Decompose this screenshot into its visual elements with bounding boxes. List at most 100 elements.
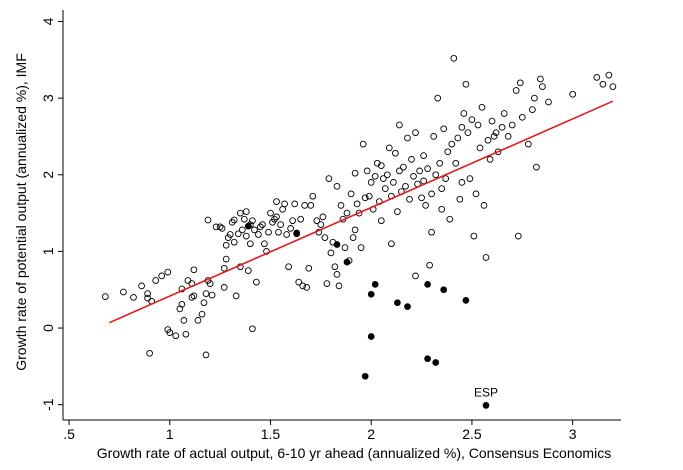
x-tick-label: 1 [166,426,174,442]
data-point [289,217,296,225]
data-point [402,182,409,190]
data-point [253,278,260,286]
data-point [236,209,244,217]
data-point [422,202,429,209]
y-tick-label: 2 [40,171,56,179]
highlighted-data-point [432,359,440,366]
data-point [474,121,482,129]
annotations: ESP [474,386,498,400]
data-point [190,292,198,300]
data-point [381,185,389,192]
data-point [416,167,423,175]
data-point [212,223,220,231]
data-point [351,226,359,234]
data-point [379,175,387,182]
data-point [390,179,397,186]
data-point [442,175,450,182]
data-point [400,163,407,171]
data-point [569,90,577,98]
data-point [492,129,500,136]
data-point [438,205,446,213]
data-point [273,213,280,221]
data-point [609,83,617,90]
fit-line-group [109,100,614,324]
data-point [261,240,268,248]
data-point [458,179,466,186]
data-point [605,71,613,79]
data-point [512,87,520,94]
x-tick-label: 3 [569,426,577,442]
y-tick-label: 3 [40,94,56,102]
data-point [172,332,180,340]
data-point [244,267,252,274]
data-point [218,225,226,232]
data-point [490,133,498,140]
highlighted-data-point [440,286,448,294]
data-point [428,190,435,198]
data-point [466,175,474,182]
x-tick-label: 2.5 [462,426,482,442]
data-point [424,165,431,172]
highlighted-data-point [482,402,490,409]
data-point [355,209,363,217]
data-point [146,349,153,357]
data-point [458,123,466,131]
data-point [484,136,492,144]
data-point [508,121,516,129]
data-point [359,140,367,148]
y-tick-label: 1 [40,247,56,255]
data-point [488,117,496,125]
data-point [321,234,329,241]
y-tick-label: -1 [40,398,56,411]
data-point [251,226,258,234]
data-point [291,200,299,208]
data-point [222,255,230,263]
data-point [514,232,522,240]
data-point [240,215,248,223]
data-point [396,121,403,129]
data-point [228,218,236,226]
data-point [333,271,341,278]
data-point [347,190,355,198]
data-point [371,172,379,180]
data-point [273,198,280,205]
data-point [299,282,307,290]
data-point [295,278,303,286]
data-point [482,254,490,261]
data-point [545,98,552,106]
data-point [190,266,198,274]
data-point [200,299,208,307]
data-point [238,226,246,234]
data-point [323,280,331,287]
data-point [599,80,607,88]
data-point [440,125,448,133]
highlighted-data-point [371,281,379,288]
highlighted-data-point [394,299,401,307]
data-point [367,179,375,186]
data-point [188,294,196,301]
data-point [287,225,294,232]
data-point [498,123,506,131]
data-point [242,208,250,215]
highlighted-data-point [404,303,411,310]
data-point [101,293,109,300]
data-point [388,240,395,248]
data-point [385,144,393,152]
data-point [180,317,188,324]
data-point [353,200,361,208]
highlighted-data-point [367,290,375,298]
data-point [476,144,484,152]
data-point [452,159,460,167]
data-point [216,223,224,231]
data-point [166,329,174,336]
data-point [220,284,228,291]
data-point [281,200,288,208]
data-point [307,202,315,209]
data-point [255,231,262,238]
data-point [178,300,186,308]
data-point [464,129,472,136]
highlighted-data-point [462,297,470,304]
y-tick-label: 4 [40,17,56,25]
data-point [138,282,145,290]
